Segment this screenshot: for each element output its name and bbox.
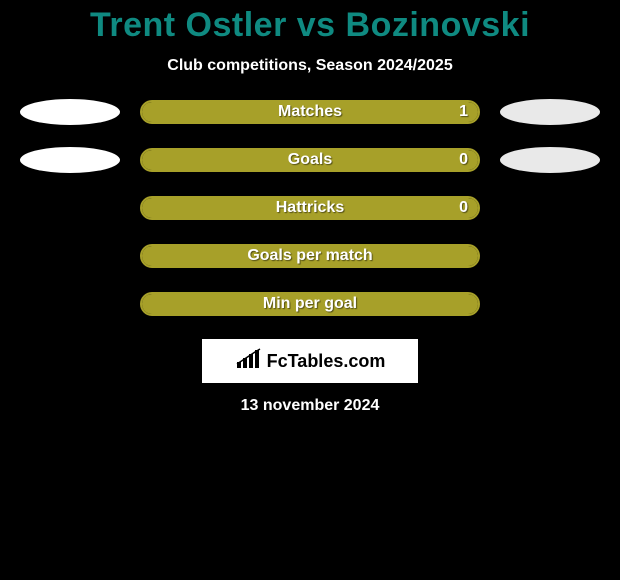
stat-bar: Matches1: [140, 100, 480, 124]
stat-row: Goals per match: [0, 243, 620, 269]
infographic-root: Trent Ostler vs Bozinovski Club competit…: [0, 0, 620, 580]
left-ellipse: [20, 99, 120, 125]
stat-label: Matches: [142, 103, 478, 121]
stat-bar: Goals0: [140, 148, 480, 172]
stat-bar: Min per goal: [140, 292, 480, 316]
logo-text: FcTables.com: [267, 351, 386, 372]
right-ellipse: [500, 99, 600, 125]
stat-bar: Hattricks0: [140, 196, 480, 220]
date-label: 13 november 2024: [0, 397, 620, 415]
bar-chart-icon: [235, 348, 261, 375]
stat-row: Matches1: [0, 99, 620, 125]
stat-value: 0: [459, 151, 468, 169]
stat-label: Hattricks: [142, 199, 478, 217]
stat-bar: Goals per match: [140, 244, 480, 268]
right-ellipse: [500, 147, 600, 173]
stat-row: Min per goal: [0, 291, 620, 317]
stat-row: Goals0: [0, 147, 620, 173]
page-title: Trent Ostler vs Bozinovski: [0, 0, 620, 49]
stat-value: 1: [459, 103, 468, 121]
stat-row: Hattricks0: [0, 195, 620, 221]
stat-value: 0: [459, 199, 468, 217]
stats-rows: Matches1Goals0Hattricks0Goals per matchM…: [0, 99, 620, 317]
stat-label: Min per goal: [142, 295, 478, 313]
left-ellipse: [20, 147, 120, 173]
stat-label: Goals: [142, 151, 478, 169]
logo-badge: FcTables.com: [202, 339, 418, 383]
stat-label: Goals per match: [142, 247, 478, 265]
subtitle: Club competitions, Season 2024/2025: [0, 57, 620, 75]
